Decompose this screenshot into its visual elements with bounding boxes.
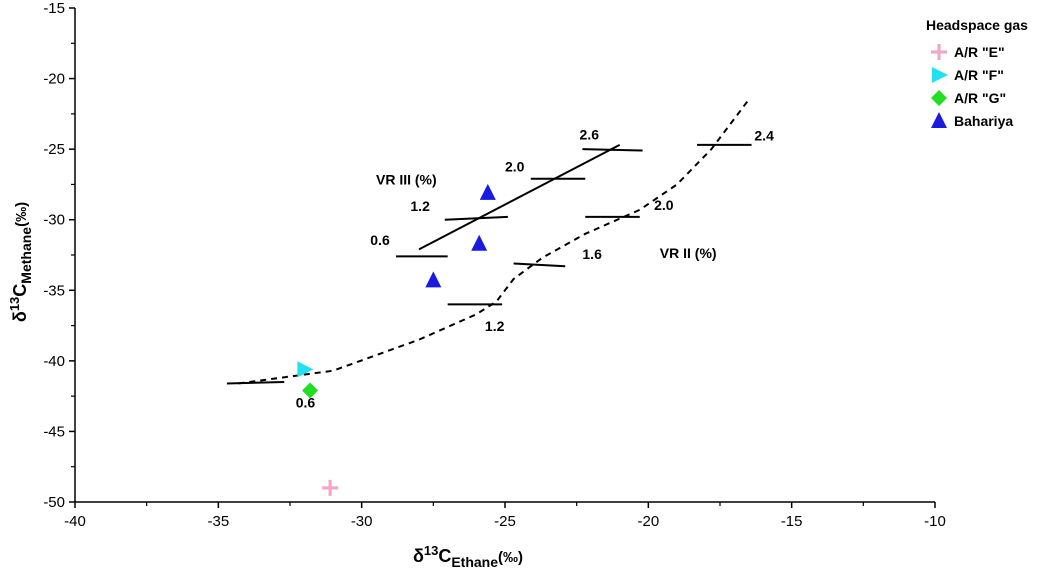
- y-axis-title-sub: Methane: [18, 227, 34, 284]
- annotation-vr2-2.4: 2.4: [754, 128, 774, 144]
- x-tick-label: -10: [924, 513, 946, 530]
- data-points: [297, 183, 496, 496]
- point-series-4-3: [479, 183, 496, 200]
- point-series-3-1: [302, 382, 319, 399]
- annotation-vr3-2.0: 2.0: [505, 159, 525, 175]
- legend-title: Headspace gas: [926, 17, 1028, 33]
- trend-line-2-tick-1.6: [513, 262, 566, 268]
- legend-label-1: A/R "E": [954, 44, 1005, 60]
- legend-marker-3: [931, 90, 947, 106]
- x-tick-label: -25: [494, 513, 516, 530]
- y-axis-title: δ13CMethane(‰): [7, 202, 34, 322]
- trend-line-2-tick-0.6: [226, 381, 285, 385]
- legend-marker-2: [932, 67, 948, 83]
- y-tick-label: -45: [43, 423, 65, 440]
- trend-line-1-tick-2.6: [582, 148, 643, 152]
- x-axis-title: δ13CEthane(‰): [413, 543, 523, 570]
- x-tick-label: -15: [781, 513, 803, 530]
- x-tick-label: -35: [207, 513, 229, 530]
- y-tick-label: -25: [43, 141, 65, 158]
- trend-line-1: [418, 144, 621, 251]
- x-tick-label: -20: [637, 513, 659, 530]
- trend-line-1-tick-1.2: [444, 215, 508, 221]
- annotation-vr3-2.6: 2.6: [580, 126, 600, 142]
- y-tick-label: -35: [43, 282, 65, 299]
- point-series-4-2: [471, 234, 488, 251]
- trend-lines: [226, 99, 752, 385]
- x-axis-title-symbol: δ: [413, 546, 424, 566]
- legend-marker-4: [931, 112, 947, 128]
- legend-label-2: A/R "F": [954, 67, 1004, 83]
- y-tick-label: -50: [43, 494, 65, 511]
- legend-marker-1: [931, 44, 947, 60]
- x-tick-label: -40: [64, 513, 86, 530]
- annotation-vr3-0.6: 0.6: [370, 232, 390, 248]
- annotations: VR III (%) VR II (%) 0.6 1.2 2.0 2.6 0.6 1.2 1.6…: [296, 126, 774, 410]
- annotation-vr2-0.6: 0.6: [296, 394, 316, 410]
- x-axis-title-sub: Ethane: [451, 554, 498, 570]
- y-tick-label: -30: [43, 212, 65, 229]
- x-axis-title-main: C: [438, 546, 451, 566]
- y-axis-title-main: C: [10, 284, 30, 297]
- y-axis-title-unit: (‰): [13, 202, 30, 227]
- annotation-vr3-title: VR III (%): [376, 171, 437, 187]
- point-series-1-1: [322, 479, 339, 496]
- x-axis-title-sup: 13: [424, 543, 438, 558]
- x-axis-title-unit: (‰): [498, 549, 523, 566]
- legend: Headspace gas A/R "E" A/R "F" A/R "G" Bahar…: [926, 17, 1028, 129]
- y-axis-title-sup: 13: [7, 297, 22, 311]
- legend-marker-1-v: [937, 44, 941, 60]
- point-series-1-1-v: [328, 479, 332, 496]
- point-series-4-1: [425, 271, 442, 288]
- y-tick-label: -20: [43, 71, 65, 88]
- annotation-vr2-2.0: 2.0: [654, 197, 674, 213]
- annotation-vr2-1.2: 1.2: [485, 318, 505, 334]
- trend-line-2: [238, 99, 750, 385]
- annotation-vr2-1.6: 1.6: [582, 246, 602, 262]
- y-tick-label: -40: [43, 353, 65, 370]
- annotation-vr3-1.2: 1.2: [410, 198, 430, 214]
- legend-label-4: Bahariya: [954, 113, 1013, 129]
- axes: -40 -35 -30 -25 -20 -15 -10 -50 -45 -40 -35 -30 -25 -…: [43, 0, 946, 530]
- x-tick-label: -30: [351, 513, 373, 530]
- annotation-vr2-title: VR II (%): [660, 245, 717, 261]
- point-series-2-1: [297, 361, 314, 378]
- y-axis-title-symbol: δ: [10, 311, 30, 322]
- y-tick-label: -15: [43, 0, 65, 17]
- legend-label-3: A/R "G": [954, 90, 1006, 106]
